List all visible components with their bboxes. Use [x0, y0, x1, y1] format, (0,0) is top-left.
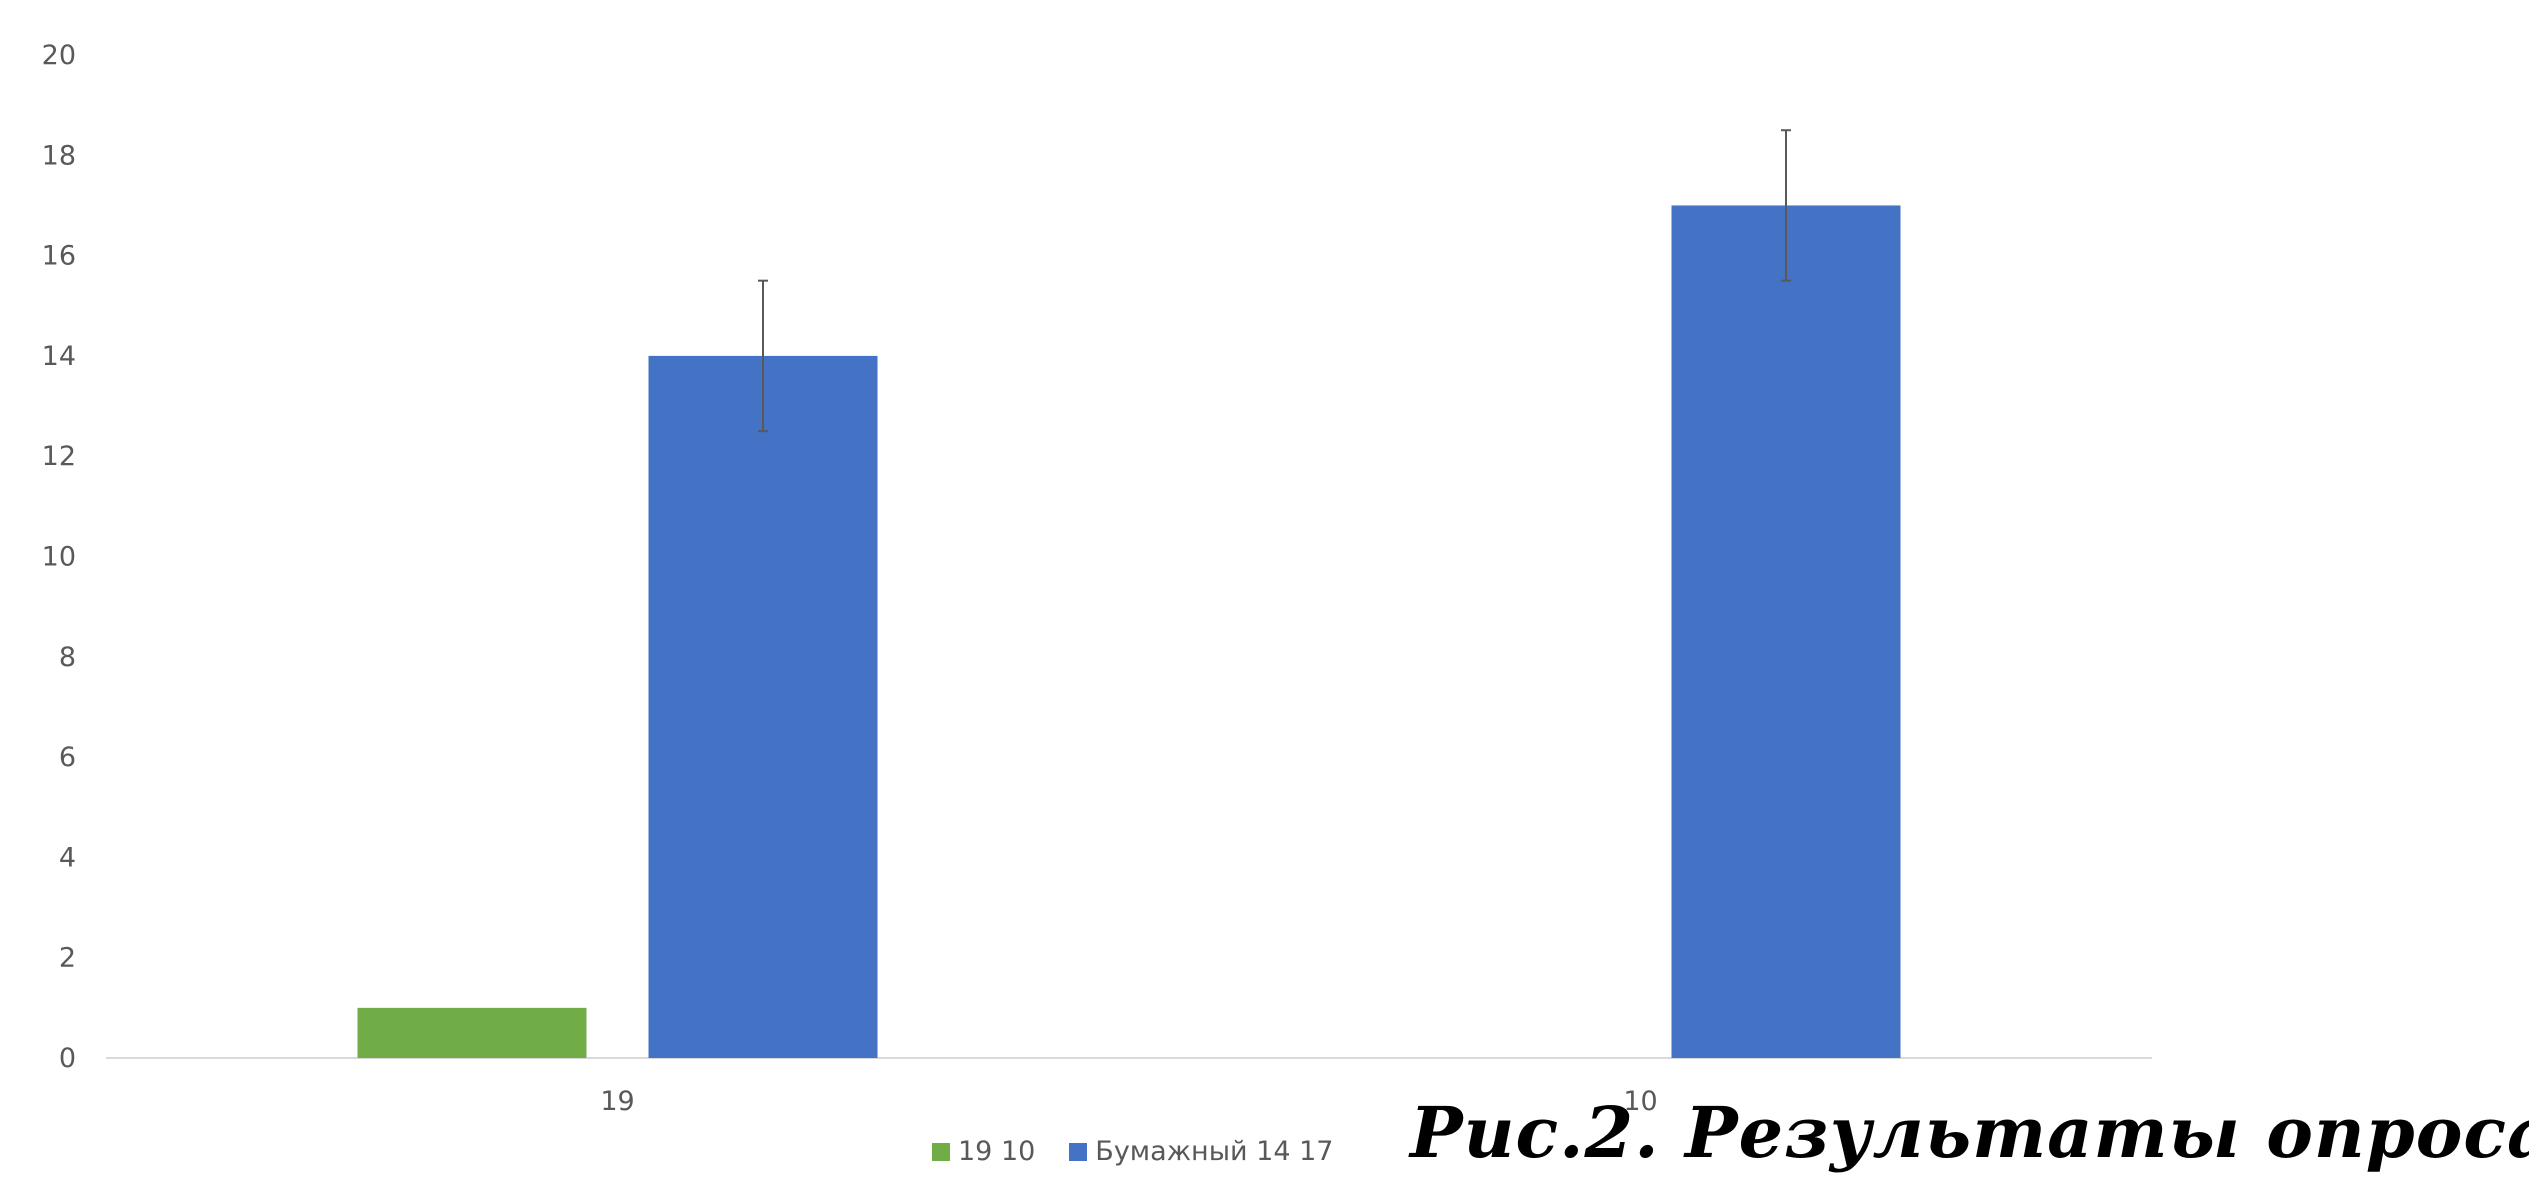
- legend-item-series-2: Бумажный 14 17: [1069, 1136, 1333, 1167]
- legend-item-series-1: 19 10: [932, 1136, 1035, 1167]
- legend-swatch-series-2: [1069, 1142, 1088, 1161]
- legend-swatch-series-1: [932, 1142, 950, 1161]
- y-tick-label: 10: [42, 542, 76, 573]
- y-tick-label: 2: [59, 943, 76, 974]
- y-tick-label: 20: [42, 40, 76, 71]
- y-tick-label: 14: [42, 341, 76, 372]
- y-tick-label: 6: [59, 742, 76, 773]
- figure-caption: Рис.2. Результаты опроса: [1410, 1091, 2529, 1174]
- x-tick-label: 19: [600, 1086, 634, 1117]
- chart-legend: 19 10 Бумажный 14 17: [932, 1136, 1333, 1167]
- y-tick-label: 8: [59, 642, 76, 673]
- bar-1-1: [357, 1007, 587, 1058]
- legend-label-series-1: 19 10: [958, 1136, 1036, 1167]
- y-tick-label: 18: [42, 140, 76, 171]
- x-tick-label: 10: [1623, 1086, 1657, 1117]
- y-tick-label: 4: [59, 842, 76, 873]
- bar-2-2: [1671, 205, 1901, 1058]
- bar-2-1: [648, 355, 878, 1058]
- legend-label-series-2: Бумажный 14 17: [1095, 1136, 1334, 1167]
- y-tick-label: 12: [42, 441, 76, 472]
- y-tick-label: 16: [42, 241, 76, 272]
- y-tick-label: 0: [59, 1043, 76, 1074]
